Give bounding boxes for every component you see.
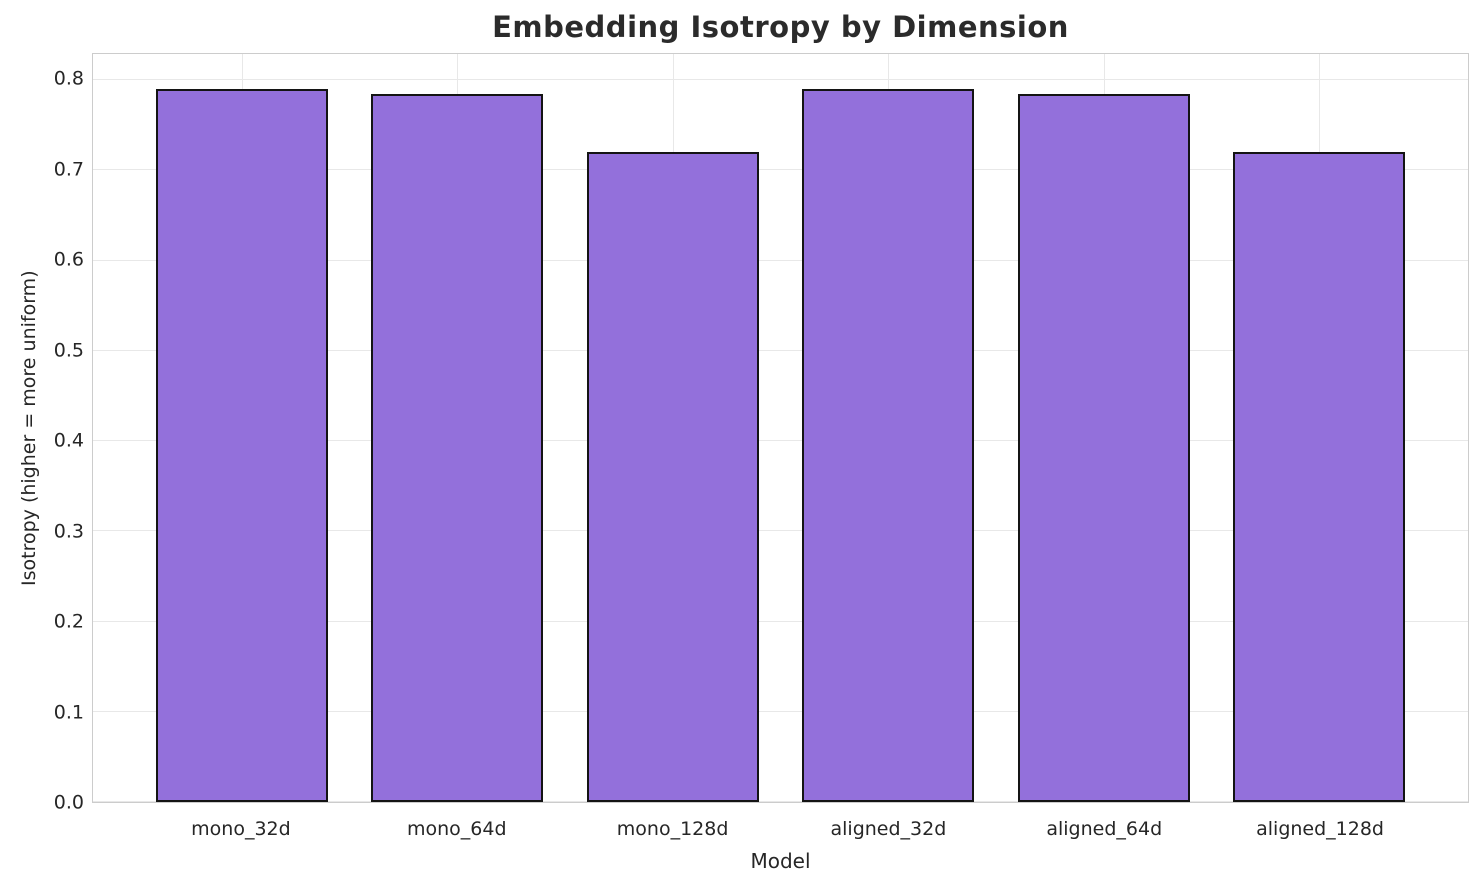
h-gridline xyxy=(93,710,1468,712)
h-gridline xyxy=(93,620,1468,622)
x-tick-label: mono_32d xyxy=(191,818,291,840)
y-tick-labels: 0.0 0.1 0.2 0.3 0.4 0.5 0.6 0.7 0.8 xyxy=(0,53,84,812)
chart-title: Embedding Isotropy by Dimension xyxy=(492,10,1069,44)
x-tick-label: aligned_64d xyxy=(1046,818,1163,840)
bar-mono_32d xyxy=(155,89,328,802)
h-gridline xyxy=(93,79,1468,81)
y-tick-label: 0.5 xyxy=(53,339,84,362)
x-tick-label: aligned_32d xyxy=(830,818,947,840)
y-tick-label: 0.7 xyxy=(53,158,84,181)
h-gridline xyxy=(93,801,1468,802)
x-tick-label: mono_128d xyxy=(616,818,729,840)
bar-aligned_32d xyxy=(802,89,975,802)
y-tick-label: 0.1 xyxy=(53,701,84,724)
x-tick-label: mono_64d xyxy=(406,818,507,840)
h-gridline xyxy=(93,349,1468,351)
y-tick-label: 0.3 xyxy=(53,520,84,543)
h-gridline xyxy=(93,440,1468,442)
y-tick-label: 0.4 xyxy=(53,429,84,452)
x-tick-labels: mono_32d mono_64d mono_128d aligned_32d alig… xyxy=(92,818,1469,844)
y-tick-label: 0.2 xyxy=(53,610,84,633)
y-tick-label: 0.6 xyxy=(53,248,84,271)
bar-mono_64d xyxy=(371,93,544,802)
bar-mono_128d xyxy=(586,152,759,802)
y-tick-label: 0.8 xyxy=(53,67,84,90)
h-gridline xyxy=(93,169,1468,171)
plot-area xyxy=(92,53,1469,803)
h-gridline xyxy=(93,530,1468,532)
y-tick-label: 0.0 xyxy=(53,791,84,814)
x-axis-label: Model xyxy=(750,849,811,873)
bar-aligned_128d xyxy=(1233,152,1406,802)
x-tick-label: aligned_128d xyxy=(1256,818,1385,840)
bar-aligned_64d xyxy=(1017,93,1190,802)
h-gridline xyxy=(93,259,1468,261)
